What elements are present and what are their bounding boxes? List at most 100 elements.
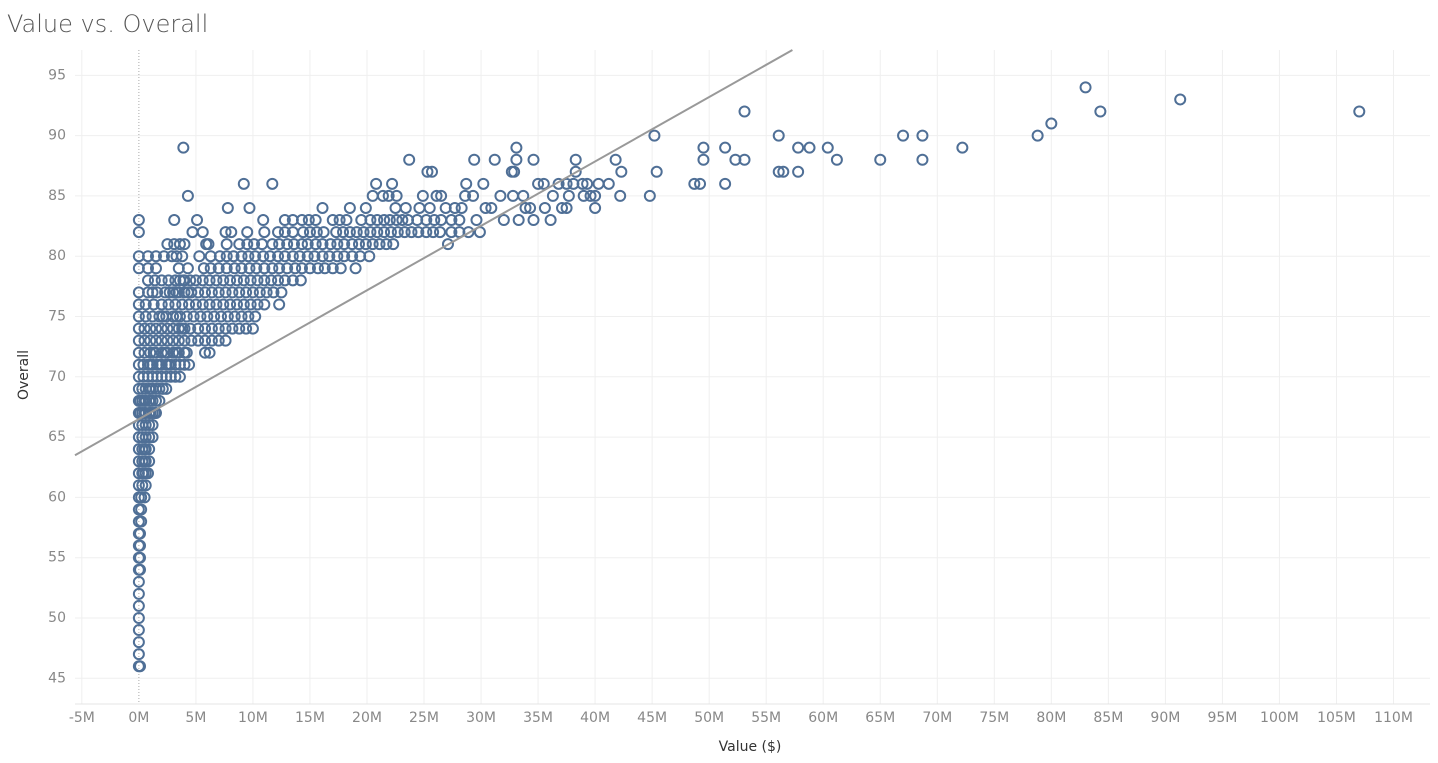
- point: [210, 274, 223, 287]
- point: [738, 105, 751, 118]
- point: [560, 201, 573, 214]
- point: [378, 226, 391, 239]
- point: [462, 226, 475, 239]
- point: [272, 250, 285, 263]
- point: [405, 226, 418, 239]
- y-tick-label: 70: [48, 369, 66, 385]
- point: [1353, 105, 1366, 118]
- point: [302, 214, 315, 227]
- chart-title: Value vs. Overall: [7, 10, 208, 38]
- point: [196, 274, 209, 287]
- x-tick-label: 75M: [979, 710, 1009, 726]
- point: [371, 226, 384, 239]
- point: [494, 189, 507, 202]
- point: [267, 286, 280, 299]
- point: [584, 189, 597, 202]
- point: [562, 189, 575, 202]
- y-tick-label: 90: [48, 128, 66, 144]
- point: [178, 334, 191, 347]
- point: [420, 214, 433, 227]
- point: [132, 310, 145, 323]
- point: [163, 286, 176, 299]
- point: [1174, 93, 1187, 106]
- point: [134, 660, 147, 673]
- point: [197, 262, 210, 275]
- point: [433, 226, 446, 239]
- point: [435, 189, 448, 202]
- point: [311, 262, 324, 275]
- point: [697, 153, 710, 166]
- point: [178, 238, 191, 251]
- point: [390, 214, 403, 227]
- point: [648, 129, 661, 142]
- point: [265, 274, 278, 287]
- point: [420, 226, 433, 239]
- point: [384, 226, 397, 239]
- point: [144, 394, 157, 407]
- point: [389, 201, 402, 214]
- point: [258, 226, 271, 239]
- point: [1094, 105, 1107, 118]
- point: [266, 238, 279, 251]
- point: [159, 346, 172, 359]
- point: [257, 250, 270, 263]
- y-tick-label: 60: [48, 489, 66, 505]
- point: [427, 226, 440, 239]
- point: [338, 238, 351, 251]
- point: [137, 467, 150, 480]
- point: [155, 298, 168, 311]
- point: [272, 274, 285, 287]
- point: [295, 262, 308, 275]
- point: [396, 214, 409, 227]
- point: [132, 479, 145, 492]
- point: [162, 358, 175, 371]
- point: [161, 238, 174, 251]
- point: [266, 262, 279, 275]
- point: [318, 262, 331, 275]
- point: [212, 322, 225, 335]
- point: [697, 141, 710, 154]
- point: [176, 322, 189, 335]
- point: [455, 201, 468, 214]
- x-tick-label: 95M: [1207, 710, 1237, 726]
- point: [772, 129, 785, 142]
- point: [326, 214, 339, 227]
- point: [136, 479, 149, 492]
- point: [237, 274, 250, 287]
- point: [230, 274, 243, 287]
- point: [386, 177, 399, 190]
- point: [295, 214, 308, 227]
- point: [132, 611, 145, 624]
- point: [160, 382, 173, 395]
- point: [310, 226, 323, 239]
- point: [240, 286, 253, 299]
- point: [199, 346, 212, 359]
- point: [448, 201, 461, 214]
- point: [139, 419, 152, 432]
- point: [225, 226, 238, 239]
- point: [167, 286, 180, 299]
- point: [897, 129, 910, 142]
- point: [243, 262, 256, 275]
- point: [326, 262, 339, 275]
- point: [303, 262, 316, 275]
- y-tick-label: 65: [48, 429, 66, 445]
- point: [275, 286, 288, 299]
- point: [132, 587, 145, 600]
- point: [187, 310, 200, 323]
- point: [205, 334, 218, 347]
- point: [220, 250, 233, 263]
- point: [371, 214, 384, 227]
- point: [560, 177, 573, 190]
- y-tick-label: 85: [48, 188, 66, 204]
- point: [485, 201, 498, 214]
- point: [272, 226, 285, 239]
- point: [468, 153, 481, 166]
- point: [151, 286, 164, 299]
- point: [153, 310, 166, 323]
- point: [281, 262, 294, 275]
- point: [510, 141, 523, 154]
- x-tick-label: 40M: [580, 710, 610, 726]
- point: [147, 298, 160, 311]
